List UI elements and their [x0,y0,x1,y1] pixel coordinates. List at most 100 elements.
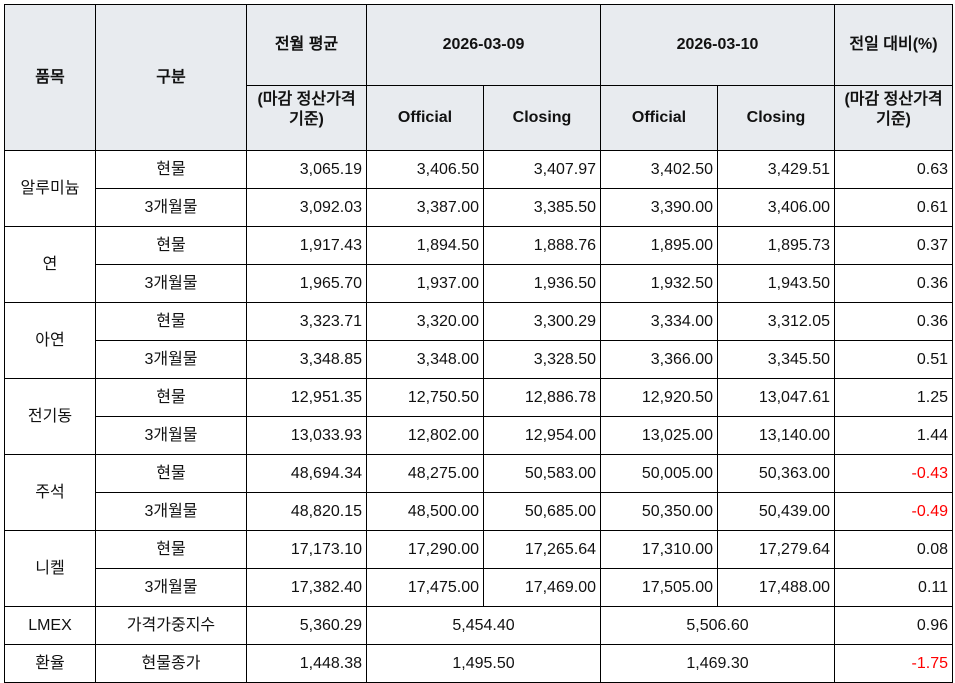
date1-value: 5,454.40 [366,606,601,645]
date1-official: 3,320.00 [366,302,484,341]
change-pct: 0.11 [834,568,953,607]
table-row: 전기동 현물 12,951.35 12,750.50 12,886.78 12,920.5… [4,378,953,455]
header-item: 품목 [4,4,96,151]
table-row: 환율 현물종가 1,448.38 1,495.50 1,469.30 -1.75 [4,644,953,683]
date2-official: 12,920.50 [600,378,718,417]
row-type: 현물 [95,378,247,417]
header-change-basis-note: (마감 정산가격 기준) [834,85,953,151]
date2-closing: 3,406.00 [717,188,835,227]
item-name: 주석 [4,454,96,531]
change-pct: 0.63 [834,150,953,189]
date2-official: 3,402.50 [600,150,718,189]
date2-value: 1,469.30 [600,644,835,683]
prev-month-avg: 48,694.34 [246,454,367,493]
date1-closing: 50,583.00 [483,454,601,493]
header-date1: 2026-03-09 [366,4,601,86]
row-type: 3개월물 [95,340,247,379]
date1-closing: 3,385.50 [483,188,601,227]
table-row: 알루미늄 현물 3,065.19 3,406.50 3,407.97 3,402.50 3,… [4,150,953,227]
date2-value: 5,506.60 [600,606,835,645]
change-pct: -0.43 [834,454,953,493]
prev-month-avg: 1,448.38 [246,644,367,683]
prev-month-avg: 1,965.70 [246,264,367,303]
row-type: 현물 [95,530,247,569]
prev-month-avg: 3,348.85 [246,340,367,379]
date1-closing: 3,328.50 [483,340,601,379]
date1-closing: 12,954.00 [483,416,601,455]
table-row: 3개월물 17,382.40 17,475.00 17,469.00 17,505.00… [5,568,953,607]
prev-month-avg: 12,951.35 [246,378,367,417]
prev-month-avg: 3,323.71 [246,302,367,341]
date1-value: 1,495.50 [366,644,601,683]
table-row: 니켈 현물 17,173.10 17,290.00 17,265.64 17,310.00… [4,530,953,607]
table-row: LMEX 가격가중지수 5,360.29 5,454.40 5,506.60 0.96 [4,606,953,645]
row-type: 현물 [95,226,247,265]
date1-closing: 17,265.64 [483,530,601,569]
table-row: 아연 현물 3,323.71 3,320.00 3,300.29 3,334.00 3,31… [4,302,953,379]
date2-closing: 13,140.00 [717,416,835,455]
date1-official: 1,937.00 [366,264,484,303]
row-type: 현물 [95,302,247,341]
date2-official: 17,310.00 [600,530,718,569]
date2-closing: 50,363.00 [717,454,835,493]
date2-closing: 17,279.64 [717,530,835,569]
table-row: 3개월물 1,965.70 1,937.00 1,936.50 1,932.50 1,94… [5,264,953,303]
change-pct: 0.08 [834,530,953,569]
date1-closing: 50,685.00 [483,492,601,531]
change-pct: -1.75 [834,644,953,683]
date1-closing: 3,407.97 [483,150,601,189]
table-row: 3개월물 3,092.03 3,387.00 3,385.50 3,390.00 3,40… [5,188,953,227]
header-date1-closing: Closing [483,85,601,151]
date2-closing: 1,895.73 [717,226,835,265]
header-type: 구분 [95,4,247,151]
date1-closing: 1,888.76 [483,226,601,265]
prev-month-avg: 1,917.43 [246,226,367,265]
item-name: 알루미늄 [4,150,96,227]
date1-official: 1,894.50 [366,226,484,265]
change-pct: 0.61 [834,188,953,227]
date1-official: 17,290.00 [366,530,484,569]
date2-closing: 3,345.50 [717,340,835,379]
item-name: 니켈 [4,530,96,607]
header-date2-closing: Closing [717,85,835,151]
row-type: 3개월물 [95,416,247,455]
date2-closing: 50,439.00 [717,492,835,531]
date2-official: 50,005.00 [600,454,718,493]
date1-official: 12,802.00 [366,416,484,455]
item-name: 연 [4,226,96,303]
table-row: 3개월물 48,820.15 48,500.00 50,685.00 50,350.00… [5,492,953,531]
table-row: 3개월물 3,348.85 3,348.00 3,328.50 3,366.00 3,34… [5,340,953,379]
row-type: 3개월물 [95,568,247,607]
header-change: 전일 대비(%) [834,4,953,86]
change-pct: 1.25 [834,378,953,417]
change-pct: 0.96 [834,606,953,645]
change-pct: 1.44 [834,416,953,455]
date1-official: 3,387.00 [366,188,484,227]
change-pct: 0.36 [834,302,953,341]
prev-month-avg: 3,065.19 [246,150,367,189]
header-date2-official: Official [600,85,718,151]
change-pct: 0.37 [834,226,953,265]
header-prev-month-avg: 전월 평균 [246,4,367,86]
lme-price-table: 품목 구분 전월 평균 2026-03-09 2026-03-10 전일 대비(… [4,4,953,683]
date2-official: 13,025.00 [600,416,718,455]
prev-month-avg: 13,033.93 [246,416,367,455]
prev-month-avg: 17,382.40 [246,568,367,607]
date1-closing: 3,300.29 [483,302,601,341]
date2-official: 17,505.00 [600,568,718,607]
date2-official: 3,334.00 [600,302,718,341]
prev-month-avg: 3,092.03 [246,188,367,227]
date2-closing: 13,047.61 [717,378,835,417]
date1-closing: 12,886.78 [483,378,601,417]
table-row: 연 현물 1,917.43 1,894.50 1,888.76 1,895.00 1,895… [4,226,953,303]
table-body: 알루미늄 현물 3,065.19 3,406.50 3,407.97 3,402.50 3,… [4,150,953,683]
header-date2: 2026-03-10 [600,4,835,86]
date1-official: 48,275.00 [366,454,484,493]
table-row: 주석 현물 48,694.34 48,275.00 50,583.00 50,005.00… [4,454,953,531]
date2-official: 1,895.00 [600,226,718,265]
item-name: LMEX [4,606,96,645]
prev-month-avg: 48,820.15 [246,492,367,531]
date1-official: 48,500.00 [366,492,484,531]
item-name: 아연 [4,302,96,379]
prev-month-avg: 17,173.10 [246,530,367,569]
